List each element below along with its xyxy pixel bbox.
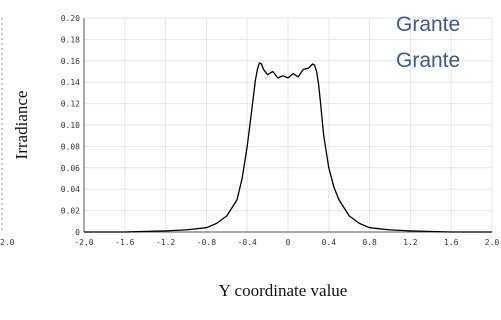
x-tick-label: -1.6 [115, 238, 134, 247]
overlay-text-line-2: Grante [396, 49, 461, 72]
x-tick-label: -0.8 [197, 238, 216, 247]
y-tick-label: 0.06 [61, 164, 80, 173]
x-tick-label: 0 [286, 238, 291, 247]
y-tick-label: 0.16 [61, 57, 80, 66]
x-tick-label: 2.0 [485, 238, 500, 247]
y-tick-label: 0.10 [61, 121, 80, 130]
y-tick-label: 0.02 [61, 207, 80, 216]
neighbor-chart-tick-label: 2.0 [0, 238, 15, 247]
y-tick-label: 0 [75, 228, 80, 237]
x-tick-label: 0.4 [322, 238, 337, 247]
x-tick-label: -0.4 [238, 238, 257, 247]
y-tick-label: 0.08 [61, 142, 80, 151]
y-tick-label: 0.14 [61, 78, 80, 87]
series-layer [84, 62, 492, 233]
overlay-text-line-1: Grante [396, 13, 461, 36]
x-tick-label: -1.2 [156, 238, 175, 247]
x-axis-label: Y coordinate value [219, 281, 348, 300]
irradiance-series-line [84, 62, 492, 233]
y-tick-label: 0.20 [61, 14, 80, 23]
x-tick-label: 0.8 [362, 238, 377, 247]
x-tick-label: 1.6 [444, 238, 459, 247]
x-tick-label: -2.0 [74, 238, 93, 247]
y-tick-label: 0.18 [61, 35, 80, 44]
y-tick-label: 0.12 [61, 100, 80, 109]
x-tick-label: 1.2 [403, 238, 418, 247]
y-tick-label: 0.04 [61, 185, 80, 194]
y-axis-label: Irradiance [12, 91, 31, 160]
tick-labels: -2.0 -1.6 -1.2 -0.8 -0.4 0 0.4 0.8 1.2 1.6 2.0 0 0.0… [0, 14, 499, 247]
axes-frame [1, 18, 492, 233]
